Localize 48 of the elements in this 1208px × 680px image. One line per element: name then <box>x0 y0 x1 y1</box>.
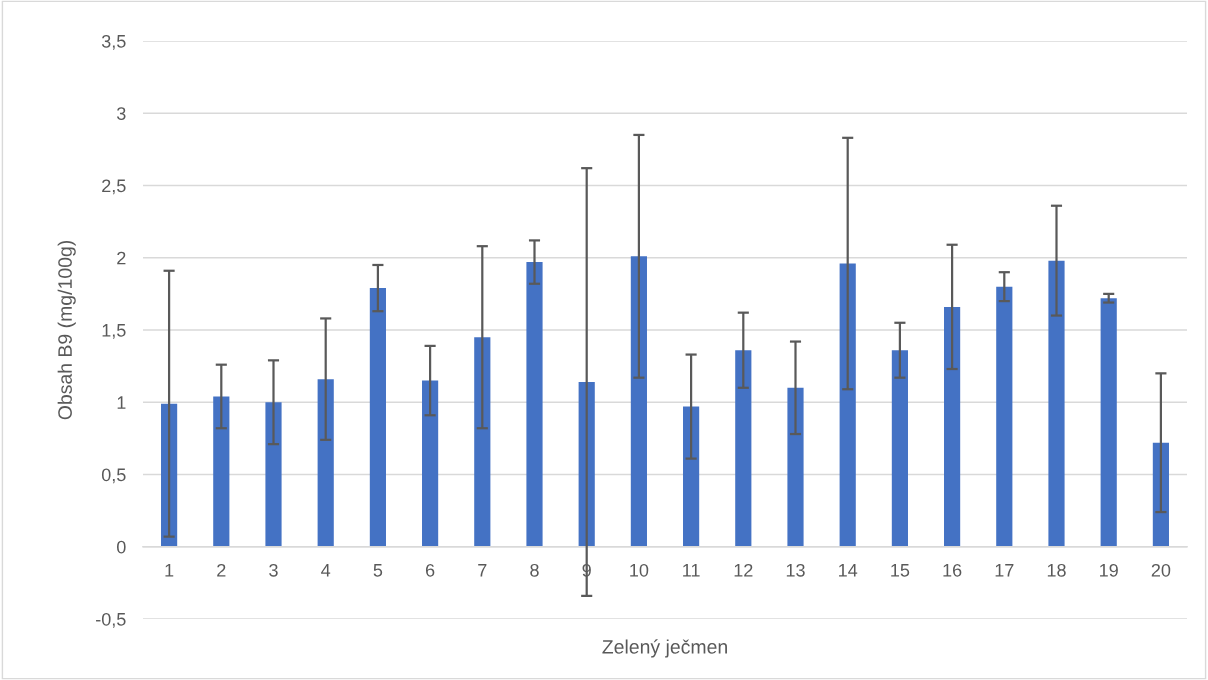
x-tick-label: 8 <box>530 563 539 577</box>
x-tick-label: 6 <box>426 563 435 577</box>
bar <box>526 262 543 547</box>
x-tick-label: 15 <box>891 564 910 577</box>
x-tick-label: 3 <box>269 563 278 577</box>
y-tick-label: 2,5 <box>102 179 126 195</box>
x-tick-label: 5 <box>373 564 383 577</box>
bar <box>265 402 282 547</box>
y-tick-label: 1,5 <box>102 324 126 339</box>
bar <box>944 306 961 547</box>
bar <box>735 350 752 547</box>
y-tick-label: 3 <box>116 107 126 120</box>
y-tick-label: 0,5 <box>101 468 126 484</box>
bar <box>369 288 386 547</box>
x-tick-label: 2 <box>217 563 226 577</box>
bar <box>1152 442 1169 547</box>
x-tick-label: 12 <box>734 563 753 577</box>
bar <box>996 286 1013 547</box>
bar <box>1048 260 1065 547</box>
x-tick-label: 11 <box>683 564 700 577</box>
x-tick-label: 10 <box>630 563 649 577</box>
bar <box>422 380 439 547</box>
bar <box>317 379 334 547</box>
bar <box>213 396 230 547</box>
bar <box>891 350 908 547</box>
bar <box>839 263 856 547</box>
x-tick-label: 16 <box>943 563 962 577</box>
x-tick-label: 17 <box>995 564 1014 577</box>
x-tick-label: 1 <box>165 564 174 577</box>
y-tick-label: 3,5 <box>101 34 126 50</box>
x-tick-label: 18 <box>1047 563 1066 577</box>
x-tick-label: 19 <box>1100 563 1118 577</box>
x-tick-label: 20 <box>1151 563 1171 577</box>
y-tick-label: 0 <box>117 540 126 554</box>
y-tick-label: -0,5 <box>96 612 126 628</box>
bar <box>787 387 804 547</box>
y-axis-title: Obsah B9 (mg/100g) <box>57 240 76 420</box>
y-tick-label: 1 <box>117 396 126 409</box>
bar <box>474 337 491 547</box>
y-tick-label: 2 <box>117 251 126 265</box>
x-tick-label: 13 <box>786 563 805 577</box>
x-tick-label: 7 <box>478 564 487 577</box>
bar <box>1100 298 1117 547</box>
x-tick-label: 14 <box>839 564 858 577</box>
x-axis-title: Zelený ječmen <box>602 639 727 658</box>
x-tick-label: 4 <box>321 564 331 577</box>
bar <box>630 256 647 547</box>
bar <box>683 406 700 547</box>
